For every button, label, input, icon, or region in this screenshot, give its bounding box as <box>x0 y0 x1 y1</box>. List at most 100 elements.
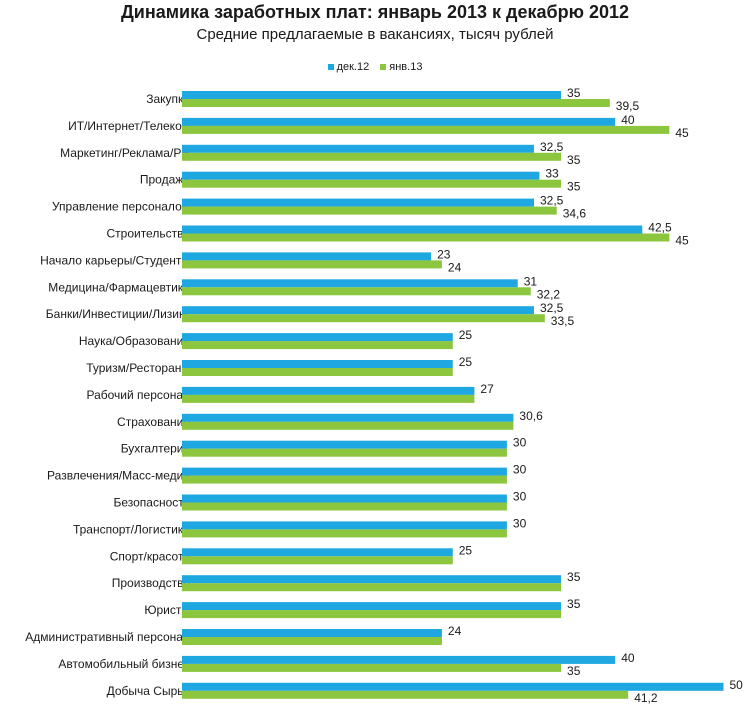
value-label-dec12-наука-образование: 25 <box>459 328 473 342</box>
value-label-dec12-банки-инвестиции-лизинг: 32,5 <box>540 301 564 315</box>
bar-jan13-бухгалтерия <box>182 448 507 457</box>
category-label-начало-карьеры-студенты: Начало карьеры/Студенты <box>40 253 190 267</box>
value-label-jan13-начало-карьеры-студенты: 24 <box>448 260 462 274</box>
bar-jan13-начало-карьеры-студенты <box>182 260 442 269</box>
bar-dec12-производство <box>182 575 562 584</box>
category-label-продажи: Продажи <box>140 173 190 187</box>
bar-jan13-транспорт-логистика <box>182 529 507 538</box>
bar-dec12-наука-образование <box>182 333 453 342</box>
value-label-jan13-ит-интернет-телеком: 45 <box>675 126 689 140</box>
category-label-маркетинг-реклама-pr: Маркетинг/Реклама/PR <box>60 146 190 160</box>
bar-dec12-строительство <box>182 225 643 234</box>
value-label-dec12-производство: 35 <box>567 570 581 584</box>
category-label-административный-персонал: Административный персонал <box>25 630 190 644</box>
legend-swatch-jan13 <box>380 64 387 71</box>
bar-dec12-безопасность <box>182 494 507 503</box>
bar-jan13-медицина-фармацевтика <box>182 287 531 296</box>
bar-jan13-управление-персоналом <box>182 206 557 215</box>
bar-dec12-автомобильный-бизнес <box>182 655 616 664</box>
value-label-jan13-маркетинг-реклама-pr: 35 <box>567 153 581 167</box>
value-label-dec12-медицина-фармацевтика: 31 <box>524 274 538 288</box>
bar-jan13-туризм-рестораны <box>182 368 453 376</box>
bar-jan13-закупки <box>182 99 610 107</box>
category-label-страхование: Страхование <box>117 415 190 429</box>
category-label-спорт-красота: Спорт/красота <box>110 549 191 563</box>
value-label-dec12-управление-персоналом: 32,5 <box>540 194 564 208</box>
value-label-dec12-туризм-рестораны: 25 <box>459 355 473 369</box>
chart-subtitle: Средние предлагаемые в вакансиях, тысяч … <box>196 26 554 43</box>
bar-jan13-строительство <box>182 233 670 242</box>
category-label-безопасность: Безопасность <box>113 496 190 510</box>
bar-jan13-банки-инвестиции-лизинг <box>182 314 545 323</box>
bar-jan13-рабочий-персонал <box>182 394 475 403</box>
value-label-jan13-добыча-сырья: 41,2 <box>634 691 658 705</box>
bar-jan13-автомобильный-бизнес <box>182 663 562 672</box>
value-label-dec12-рабочий-персонал: 27 <box>480 382 494 396</box>
bar-jan13-добыча-сырья <box>182 690 629 699</box>
category-label-бухгалтерия: Бухгалтерия <box>121 442 190 456</box>
bar-dec12-продажи <box>182 171 540 180</box>
bar-jan13-страхование <box>182 421 514 430</box>
bar-dec12-закупки <box>182 91 562 99</box>
value-label-jan13-продажи: 35 <box>567 180 581 194</box>
category-label-строительство: Строительство <box>106 227 190 241</box>
value-label-jan13-строительство: 45 <box>675 234 689 248</box>
bar-dec12-ит-интернет-телеком <box>182 117 616 126</box>
bar-dec12-банки-инвестиции-лизинг <box>182 306 534 315</box>
value-label-dec12-бухгалтерия: 30 <box>513 436 527 450</box>
value-label-dec12-начало-карьеры-студенты: 23 <box>437 247 451 261</box>
bar-jan13-продажи <box>182 179 562 188</box>
legend: дек.12 янв.13 <box>0 61 750 73</box>
bar-jan13-спорт-красота <box>182 556 453 565</box>
bar-dec12-медицина-фармацевтика <box>182 279 518 288</box>
bar-jan13-юристы <box>182 610 562 619</box>
category-label-производство: Производство <box>112 576 191 590</box>
bar-dec12-бухгалтерия <box>182 440 507 449</box>
value-label-jan13-медицина-фармацевтика: 32,2 <box>537 287 561 301</box>
value-label-dec12-административный-персонал: 24 <box>448 624 462 638</box>
chart-title: Динамика заработных плат: январь 2013 к … <box>120 2 630 22</box>
value-label-dec12-спорт-красота: 25 <box>459 543 473 557</box>
value-label-jan13-закупки: 39,5 <box>616 99 640 113</box>
value-label-dec12-страхование: 30,6 <box>519 409 543 423</box>
bar-dec12-маркетинг-реклама-pr <box>182 144 534 153</box>
bar-dec12-развлечения-масс-медиа <box>182 467 507 476</box>
bar-dec12-управление-персоналом <box>182 198 534 207</box>
value-label-dec12-транспорт-логистика: 30 <box>513 516 527 530</box>
category-label-банки-инвестиции-лизинг: Банки/Инвестиции/Лизинг <box>46 307 191 321</box>
legend-label-dec12: дек.12 <box>336 61 370 74</box>
bar-jan13-наука-образование <box>182 341 453 350</box>
value-label-jan13-управление-персоналом: 34,6 <box>563 207 587 221</box>
value-label-dec12-безопасность: 30 <box>513 490 527 504</box>
bar-dec12-спорт-красота <box>182 548 453 557</box>
category-label-наука-образование: Наука/Образование <box>79 334 190 348</box>
value-label-dec12-ит-интернет-телеком: 40 <box>621 113 635 127</box>
category-label-рабочий-персонал: Рабочий персонал <box>86 388 190 402</box>
value-label-dec12-автомобильный-бизнес: 40 <box>621 651 635 665</box>
legend-label-jan13: янв.13 <box>389 61 423 74</box>
value-label-dec12-продажи: 33 <box>545 167 559 181</box>
bar-dec12-транспорт-логистика <box>182 521 507 530</box>
category-label-ит-интернет-телеком: ИТ/Интернет/Телеком <box>68 119 190 133</box>
value-label-dec12-маркетинг-реклама-pr: 32,5 <box>540 140 564 154</box>
category-label-управление-персоналом: Управление персоналом <box>52 200 190 214</box>
legend-item-jan13: янв.13 <box>380 61 422 73</box>
bar-dec12-туризм-рестораны <box>182 360 453 368</box>
category-label-юристы: Юристы <box>144 603 190 617</box>
category-label-закупки: Закупки <box>146 92 190 106</box>
category-label-добыча-сырья: Добыча Сырья <box>107 684 190 698</box>
category-label-медицина-фармацевтика: Медицина/Фармацевтика <box>48 280 190 294</box>
bar-dec12-добыча-сырья <box>182 682 724 691</box>
value-label-dec12-юристы: 35 <box>567 597 581 611</box>
bar-jan13-развлечения-масс-медиа <box>182 475 507 484</box>
category-label-транспорт-логистика: Транспорт/Логистика <box>73 522 190 536</box>
bar-dec12-рабочий-персонал <box>182 386 475 395</box>
bar-dec12-юристы <box>182 602 562 611</box>
bar-dec12-начало-карьеры-студенты <box>182 252 432 261</box>
legend-item-dec12: дек.12 <box>327 61 370 74</box>
category-label-развлечения-масс-медиа: Развлечения/Масс-медиа <box>47 469 190 483</box>
bar-jan13-производство <box>182 583 562 592</box>
category-label-автомобильный-бизнес: Автомобильный бизнес <box>58 657 190 671</box>
